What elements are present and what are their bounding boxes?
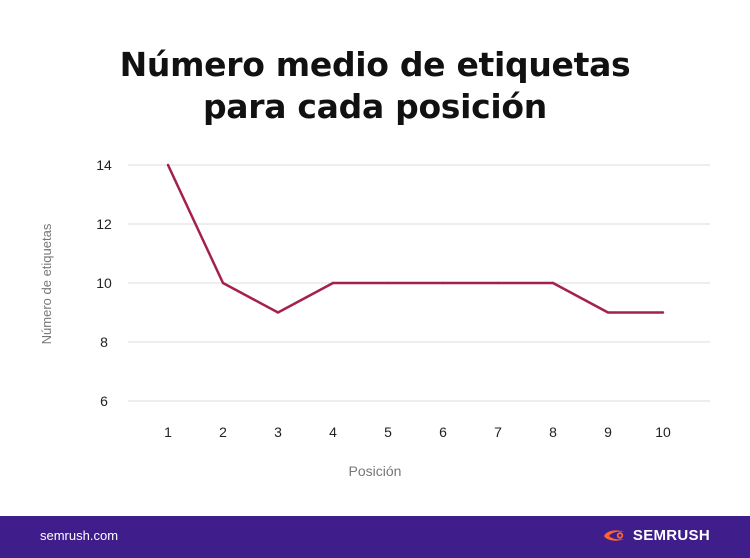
y-tick-label: 10 (96, 275, 112, 291)
x-tick-label: 2 (219, 424, 227, 440)
chart-title-line-1: Número medio de etiquetas (119, 45, 631, 84)
data-point (441, 281, 445, 285)
chart-title-line-2: para cada posición (202, 87, 548, 126)
footer-bar: semrush.com SEMRUSH (0, 516, 750, 558)
x-tick-label: 3 (274, 424, 282, 440)
data-point (221, 281, 225, 285)
x-tick-label: 7 (494, 424, 502, 440)
x-tick-label: 8 (549, 424, 557, 440)
x-tick-label: 4 (329, 424, 337, 440)
data-point (331, 281, 335, 285)
data-point (276, 311, 280, 314)
x-tick-label: 1 (164, 424, 172, 440)
brand-name: SEMRUSH (632, 527, 710, 544)
data-point (661, 311, 665, 314)
x-axis-ticks: 1 2 3 4 5 6 7 8 9 10 (164, 424, 671, 440)
chart-title: Número medio de etiquetas para cada posi… (0, 44, 750, 128)
x-tick-label: 10 (655, 424, 671, 440)
semrush-logo-icon (603, 529, 624, 541)
series-layer (166, 163, 665, 314)
brand-logo: SEMRUSH (603, 527, 710, 544)
data-point (496, 281, 500, 285)
data-point (606, 311, 610, 314)
y-axis-ticks: 14 12 10 8 6 (96, 157, 112, 409)
x-tick-label: 9 (604, 424, 612, 440)
x-tick-label: 5 (384, 424, 392, 440)
x-tick-label: 6 (439, 424, 447, 440)
footer-url[interactable]: semrush.com (40, 528, 119, 543)
data-point (386, 281, 390, 285)
y-tick-label: 12 (96, 216, 112, 232)
x-axis-label: Posición (349, 463, 402, 479)
data-point (551, 281, 555, 285)
data-point (166, 163, 170, 167)
y-axis-label: Número de etiquetas (39, 223, 54, 344)
y-tick-label: 6 (100, 393, 108, 409)
y-tick-label: 8 (100, 334, 108, 350)
series-line (166, 164, 663, 314)
y-tick-label: 14 (96, 157, 112, 173)
